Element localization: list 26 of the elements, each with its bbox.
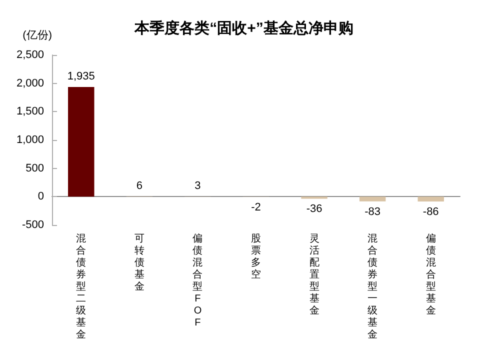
- bar: [68, 87, 94, 197]
- y-tick-label: 1,000: [16, 134, 44, 146]
- bar: [359, 196, 386, 202]
- x-tick-label: 股票多空: [251, 234, 261, 280]
- category-label: 混合债券型二级基金: [76, 234, 86, 340]
- category-label: 混合债券型一级基金: [368, 234, 378, 340]
- data-label: -83: [364, 206, 381, 218]
- chart-title: 本季度各类“固收+”基金总净申购: [134, 19, 354, 37]
- x-tick-label: 可转债基金: [134, 234, 144, 292]
- x-tick-label: 偏债混合型基金: [426, 232, 436, 316]
- bar: [418, 196, 444, 202]
- y-tick-label: 1,500: [16, 106, 44, 118]
- data-label: 3: [194, 180, 201, 192]
- data-label: 1,935: [67, 70, 95, 83]
- x-tick-label: 灵活配置型基金: [309, 234, 320, 316]
- y-tick-label: 500: [26, 162, 44, 174]
- y-tick-label: 0: [38, 190, 44, 203]
- y-axis-title: (亿份): [22, 30, 52, 42]
- data-label: -86: [422, 206, 439, 218]
- data-label: -2: [251, 201, 261, 214]
- y-tick-label: -500: [22, 219, 44, 231]
- y-tick-label: 2,500: [16, 49, 44, 61]
- x-tick-label: 偏债混合型FOF: [192, 232, 203, 328]
- data-label: 6: [136, 180, 142, 192]
- y-tick-label: 2,000: [16, 77, 44, 90]
- data-label: -36: [306, 203, 322, 216]
